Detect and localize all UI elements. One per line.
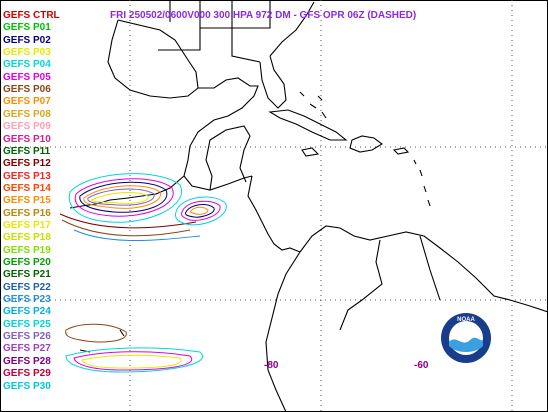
lon-label-60: -60 [414,360,429,371]
legend-item: GEFS P11 [3,145,51,157]
legend-item: GEFS P29 [3,368,51,380]
legend-item: GEFS P14 [3,182,51,194]
legend-item: GEFS P23 [3,294,51,306]
legend-item: GEFS P10 [3,133,51,145]
legend-item: GEFS P16 [3,207,51,219]
legend-item: GEFS P30 [3,380,51,392]
legend-item: GEFS P07 [3,96,51,108]
chart-title: FRI 250502/0600V000 300 HPA 972 DM - GFS… [110,10,417,21]
legend-item: GEFS P26 [3,331,51,343]
legend-item: GEFS P03 [3,47,51,59]
legend-item: GEFS P02 [3,34,51,46]
legend-item: GEFS P05 [3,71,51,83]
contour-cluster-west [59,173,201,241]
legend-item: GEFS P19 [3,244,51,256]
legend-item: GEFS P08 [3,108,51,120]
legend-item: GEFS P20 [3,257,51,268]
legend-item: GEFS P15 [3,195,51,207]
contour-cluster-east [175,196,227,226]
legend-item: GEFS P21 [3,269,51,281]
noaa-logo: NOAA [441,313,491,363]
legend-item: GEFS P28 [3,355,51,367]
legend-item: GEFS P04 [3,59,51,71]
noaa-logo-text: NOAA [457,317,475,323]
legend-item: GEFS P06 [3,84,51,96]
lon-label-80: -80 [264,360,279,371]
legend-item: GEFS P12 [3,158,51,170]
legend-item: GEFS P17 [3,219,51,231]
legend-item: GEFS P18 [3,232,51,244]
legend-item: GEFS P22 [3,281,51,293]
legend-item: GEFS P24 [3,306,51,318]
legend-item: GEFS P25 [3,318,51,330]
contour-cluster-south [65,323,203,373]
legend-item: GEFS P09 [3,121,51,133]
legend-item: GEFS CTRL [3,10,60,21]
legend-item: GEFS P01 [3,22,51,34]
legend-item: GEFS P13 [3,170,51,182]
legend-item: GEFS P27 [3,343,51,355]
